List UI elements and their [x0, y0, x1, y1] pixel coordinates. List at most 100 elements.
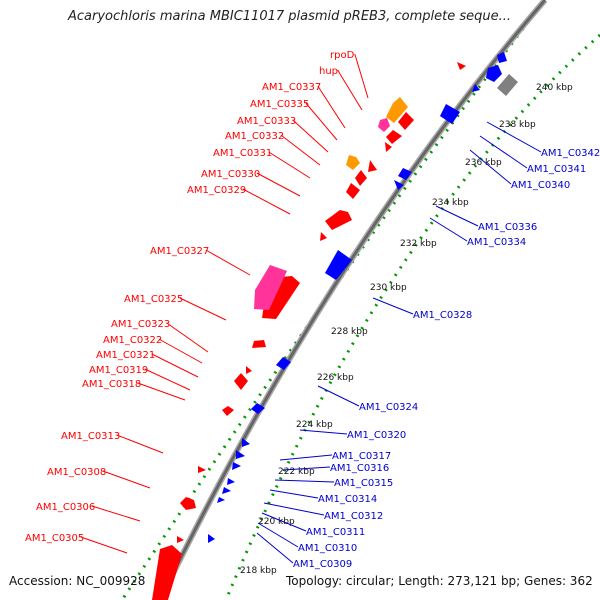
kbp-tick-label: 218 kbp	[240, 566, 277, 576]
gene-label-forward: AM1_C0323	[111, 319, 170, 330]
leader-line	[279, 454, 333, 461]
leader-line	[205, 249, 251, 276]
orange-feature	[346, 155, 360, 170]
kbp-tick-label: 240 kbp	[536, 83, 573, 93]
forward-feature	[386, 130, 402, 144]
leader-line	[274, 479, 335, 483]
gene-label-forward: hup	[319, 66, 338, 77]
gene-label-forward: AM1_C0325	[124, 294, 183, 305]
leader-line	[317, 85, 346, 129]
gene-label-forward: AM1_C0322	[103, 335, 162, 346]
reverse-feature	[232, 462, 241, 470]
leader-line	[256, 532, 294, 564]
leader-line	[116, 434, 164, 454]
gene-label-reverse: AM1_C0315	[334, 478, 393, 489]
forward-feature	[180, 497, 196, 510]
gene-label-forward: AM1_C0306	[36, 502, 95, 513]
leader-line	[269, 489, 319, 499]
leader-line	[479, 135, 528, 169]
gene-label-forward: AM1_C0308	[47, 467, 106, 478]
backbone-circle	[158, 0, 547, 600]
leader-line	[317, 385, 360, 407]
gene-label-reverse: AM1_C0316	[330, 463, 389, 474]
leader-line	[179, 297, 227, 321]
reverse-feature	[242, 438, 250, 447]
forward-feature	[325, 210, 352, 230]
kbp-tick-label: 226 kbp	[317, 373, 354, 383]
leader-line	[435, 205, 479, 227]
reverse-feature	[251, 403, 265, 414]
leader-line	[102, 470, 151, 489]
leader-line	[486, 121, 542, 153]
forward-feature	[320, 232, 327, 241]
orange-feature	[386, 97, 408, 123]
reverse-feature	[222, 487, 231, 494]
gene-label-forward: AM1_C0332	[225, 131, 284, 142]
leader-line	[261, 512, 307, 532]
gene-label-forward: AM1_C0337	[262, 82, 321, 93]
kbp-tick-label: 234 kbp	[432, 198, 469, 208]
forward-feature	[152, 545, 182, 600]
kbp-tick-label: 224 kbp	[296, 420, 333, 430]
leader-line	[242, 188, 291, 215]
reverse-feature	[217, 497, 225, 503]
gene-label-forward: AM1_C0335	[250, 99, 309, 110]
gene-label-reverse: AM1_C0328	[413, 310, 472, 321]
gene-label-forward: AM1_C0321	[96, 350, 155, 361]
outer-tick-ring	[120, 0, 547, 600]
gene-label-forward: AM1_C0313	[61, 431, 120, 442]
leader-line	[469, 149, 512, 185]
reverse-feature	[208, 534, 215, 543]
forward-feature	[246, 366, 252, 374]
gene-label-forward: AM1_C0329	[187, 185, 246, 196]
gene-label-forward: AM1_C0327	[150, 246, 209, 257]
forward-feature	[457, 62, 466, 70]
gene-label-reverse: AM1_C0310	[298, 543, 357, 554]
kbp-tick-label: 230 kbp	[370, 283, 407, 293]
reverse-feature	[394, 180, 404, 190]
pink-feature	[254, 265, 287, 310]
leader-line	[263, 502, 325, 516]
gene-label-forward: AM1_C0319	[89, 365, 148, 376]
leader-line	[256, 172, 301, 197]
leader-line	[292, 119, 329, 153]
reverse-feature	[486, 65, 502, 82]
gene-label-reverse: AM1_C0340	[511, 180, 570, 191]
reverse-feature	[325, 250, 352, 280]
forward-feature	[385, 142, 392, 152]
kbp-tick-label: 232 kbp	[400, 239, 437, 249]
forward-feature	[368, 160, 377, 172]
kbp-tick-label: 236 kbp	[465, 158, 502, 168]
gene-label-reverse: AM1_C0317	[332, 451, 391, 462]
forward-feature	[234, 373, 248, 390]
leader-line	[144, 368, 191, 391]
leader-line	[280, 134, 321, 166]
reverse-feature	[227, 478, 235, 485]
forward-feature	[198, 466, 206, 473]
gene-label-forward: AM1_C0305	[25, 533, 84, 544]
gene-label-reverse: AM1_C0334	[467, 237, 526, 248]
gene-label-reverse: AM1_C0336	[478, 222, 537, 233]
gray-feature	[497, 74, 518, 96]
leader-line	[166, 322, 209, 353]
gene-label-forward: rpoD	[330, 50, 355, 61]
gene-label-reverse: AM1_C0324	[359, 402, 418, 413]
leader-line	[372, 297, 414, 315]
leader-line	[299, 429, 348, 435]
topology-text: Topology: circular; Length: 273,121 bp; …	[286, 574, 593, 588]
gene-label-reverse: AM1_C0341	[527, 164, 586, 175]
reverse-feature	[236, 450, 245, 459]
leader-line	[282, 466, 331, 471]
kbp-tick-label: 228 kbp	[331, 327, 368, 337]
leader-line	[91, 505, 141, 522]
gene-label-forward: AM1_C0330	[201, 169, 260, 180]
reverse-feature	[276, 357, 291, 370]
forward-feature	[346, 183, 360, 199]
forward-feature	[252, 340, 266, 348]
leader-line	[305, 102, 338, 141]
leader-line	[158, 338, 203, 364]
reverse-feature	[440, 104, 460, 124]
reverse-feature	[472, 84, 480, 92]
kbp-tick-label: 222 kbp	[278, 467, 315, 477]
